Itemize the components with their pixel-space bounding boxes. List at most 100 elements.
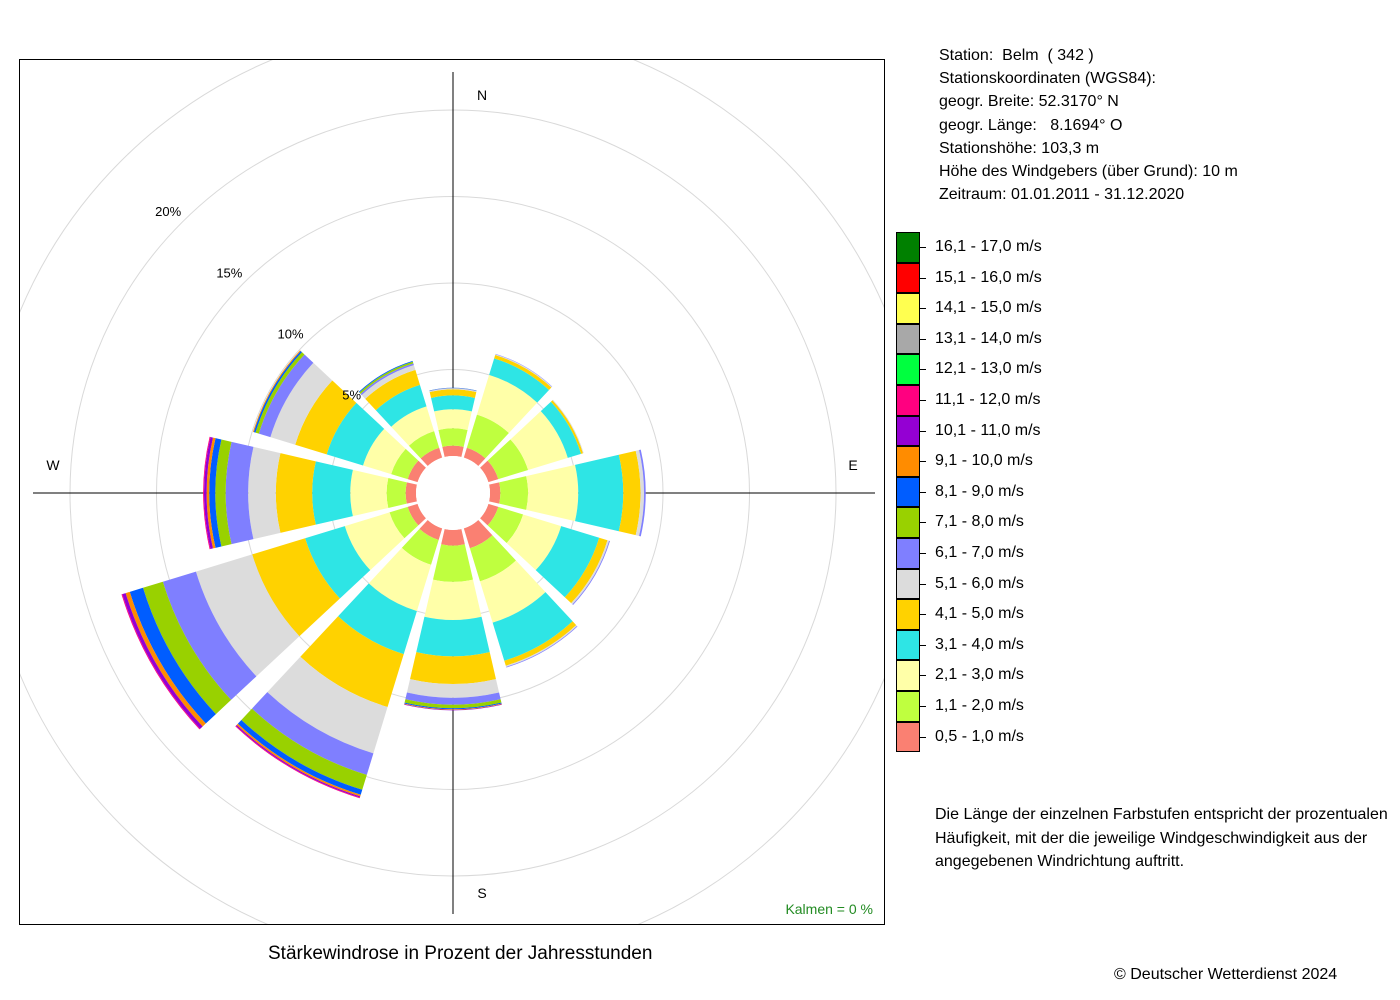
sector-S-class-8 [404, 699, 502, 709]
sector-30-class-1 [463, 447, 486, 466]
legend-swatch [896, 262, 920, 294]
legend-tick [920, 430, 926, 432]
sector-30-class-2 [466, 414, 509, 459]
sector-S-class-1 [441, 529, 465, 546]
sector-N-class-7 [429, 388, 477, 392]
sector-60-class-5 [550, 400, 584, 454]
calm-circle [416, 456, 490, 530]
legend-entry: 14,1 - 15,0 m/s [896, 293, 1096, 324]
sector-150-class-5 [504, 621, 577, 666]
legend-swatch [896, 599, 920, 630]
sector-150-class-4 [492, 592, 573, 661]
legend-swatch [896, 446, 920, 477]
sector-210-class-2 [401, 528, 439, 565]
legend-label: 11,1 - 12,0 m/s [935, 391, 1041, 408]
sector-W-class-12 [203, 436, 211, 550]
legend-tick [920, 338, 926, 340]
sector-30-class-3 [476, 374, 538, 434]
sector-300-class-5 [295, 380, 357, 455]
sector-330-class-2 [408, 431, 440, 459]
sector-210-class-5 [300, 616, 404, 708]
legend-swatch [896, 568, 920, 600]
sector-S-class-5 [410, 652, 496, 684]
sector-210-class-3 [368, 547, 432, 612]
sector-240-class-2 [389, 506, 419, 539]
legend-entry: 0,5 - 1,0 m/s [896, 721, 1096, 753]
sector-210-class-8 [241, 708, 367, 790]
legend-label: 13,1 - 14,0 m/s [935, 329, 1042, 347]
legend-label: 8,1 - 9,0 m/s [935, 482, 1024, 500]
sector-S-class-6 [406, 679, 500, 698]
sector-150-class-2 [469, 535, 516, 582]
sector-E-class-4 [575, 454, 624, 532]
legend-tick [920, 736, 926, 738]
station-coordinates-heading: Stationskoordinaten (WGS84): [939, 70, 1156, 88]
copyright: © Deutscher Wetterdienst 2024 [1114, 966, 1338, 983]
sector-E-class-1 [489, 482, 501, 504]
legend-entry: 12,1 - 13,0 m/s [896, 354, 1096, 385]
direction-label-s: S [477, 885, 486, 901]
sector-150-class-1 [463, 520, 493, 549]
sector-N-class-2 [438, 428, 468, 447]
sector-W-class-1 [405, 482, 417, 504]
sector-N-class-1 [442, 445, 464, 457]
sector-60-class-4 [540, 401, 582, 458]
chart-title: Stärkewindrose in Prozent der Jahresstun… [268, 943, 653, 964]
sector-240-class-4 [305, 526, 371, 599]
sector-330-class-3 [391, 406, 435, 446]
legend-swatch [896, 293, 920, 324]
wind-rose-plot: 5% 10% 15% 20% N S E W Kalmen = 0 % [19, 59, 885, 925]
sector-E-class-2 [499, 476, 529, 510]
sector-120-class-2 [487, 506, 524, 544]
legend-swatch [896, 660, 920, 691]
sector-120-class-1 [480, 503, 499, 526]
sector-330-class-6 [361, 364, 416, 399]
legend-swatch [896, 629, 920, 661]
station-info: Station: Belm ( 342 ) Stationskoordinate… [939, 44, 1238, 206]
sector-E-class-6 [635, 450, 644, 536]
sector-W-class-6 [248, 446, 281, 540]
sector-W-class-7 [225, 441, 254, 545]
sector-330-class-5 [365, 369, 420, 411]
legend-swatch [896, 232, 920, 263]
sector-W-class-4 [312, 461, 353, 525]
sector-210-class-1 [419, 520, 443, 540]
sector-S-class-7 [405, 692, 501, 705]
sector-E-class-5 [618, 450, 641, 536]
sector-S-class-4 [416, 616, 490, 657]
explanation-line-3: angegebenen Windrichtung auftritt. [935, 853, 1185, 870]
legend-entry: 8,1 - 9,0 m/s [896, 476, 1096, 508]
legend-entry: 11,1 - 12,0 m/s [896, 385, 1096, 416]
sector-330-class-1 [420, 447, 443, 466]
sector-300-class-1 [407, 460, 426, 483]
sector-210-class-9 [237, 719, 363, 795]
sector-240-class-3 [344, 512, 405, 571]
legend-entry: 3,1 - 4,0 m/s [896, 629, 1096, 661]
legend-tick [920, 553, 926, 554]
ring-label-1: 5% [342, 388, 361, 403]
station-name: Station: Belm ( 342 ) [939, 47, 1094, 64]
legend-label: 16,1 - 17,0 m/s [935, 238, 1042, 255]
time-period: Zeitraum: 01.01.2011 - 31.12.2020 [939, 186, 1185, 204]
sector-240-class-6 [195, 554, 300, 677]
sector-300-class-7 [258, 354, 314, 438]
legend-tick [920, 614, 926, 616]
sector-210-class-7 [251, 692, 374, 775]
legend-tick [920, 277, 926, 279]
explanation-line-1: Die Länge der einzelnen Farbstufen entsp… [935, 806, 1388, 823]
legend-label: 0,5 - 1,0 m/s [935, 727, 1024, 745]
sector-E-class-3 [526, 464, 579, 522]
legend-tick [920, 308, 926, 310]
legend-tick [920, 583, 926, 585]
legend-label: 4,1 - 5,0 m/s [935, 605, 1024, 623]
legend-tick [920, 644, 926, 646]
explanation-text: Die Länge der einzelnen Farbstufen entsp… [935, 803, 1395, 874]
sector-S-class-11 [404, 704, 502, 711]
legend-tick [920, 706, 926, 707]
legend-label: 10,1 - 11,0 m/s [935, 421, 1041, 439]
legend-swatch [896, 323, 920, 355]
sector-W-class-2 [386, 478, 407, 508]
sector-210-class-4 [338, 583, 417, 655]
ring-label-2: 10% [277, 327, 303, 342]
legend-label: 3,1 - 4,0 m/s [935, 635, 1024, 653]
